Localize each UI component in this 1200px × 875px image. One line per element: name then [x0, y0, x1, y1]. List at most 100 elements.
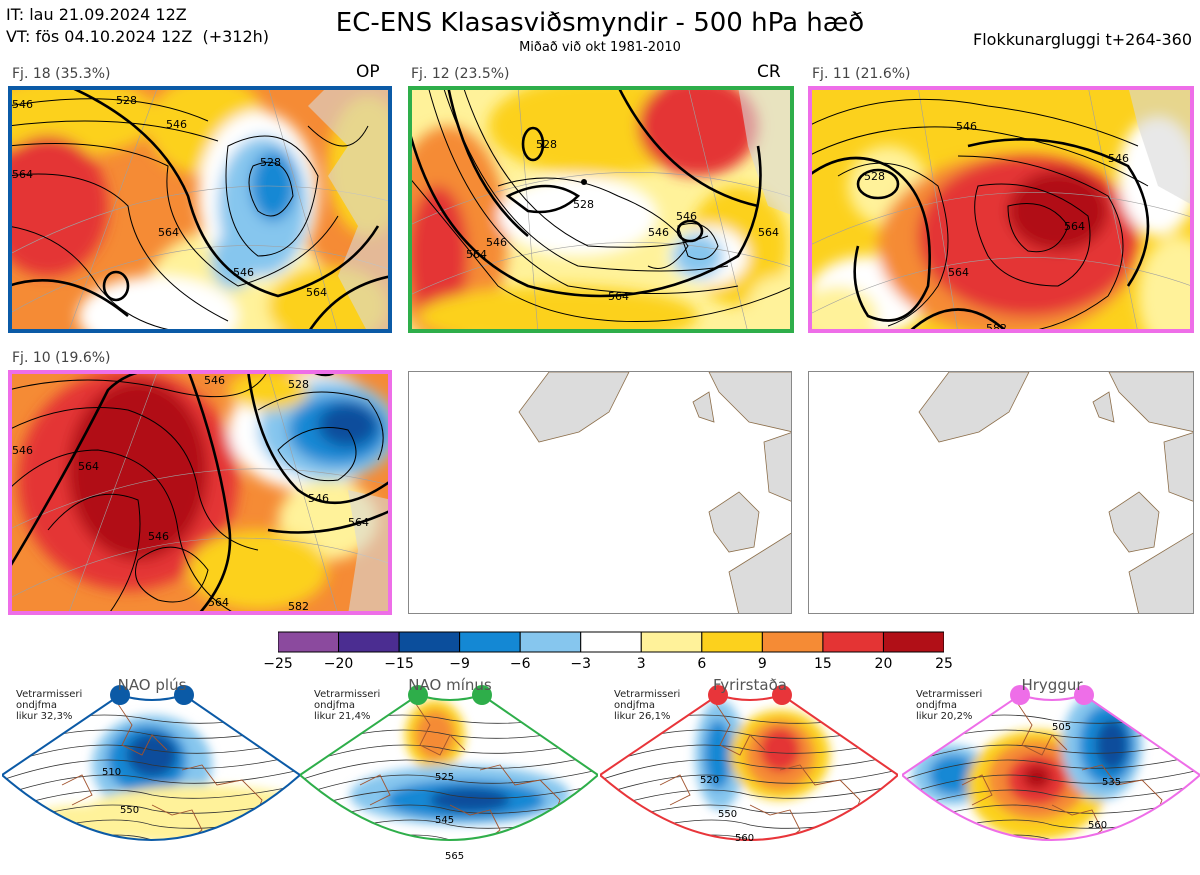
- regime-panel: 510 550: [0, 675, 302, 871]
- contour-label: 546: [148, 530, 169, 543]
- regime-marker-dot: [110, 685, 130, 705]
- regime-map: 525 545 565: [298, 685, 600, 862]
- contour-label: 564: [158, 226, 179, 239]
- contour-label: 546: [956, 120, 977, 133]
- contour-label: 546: [12, 98, 33, 111]
- regime-marker-dot: [1074, 685, 1094, 705]
- contour-label: 528: [864, 170, 885, 183]
- contour-label: 564: [608, 290, 629, 303]
- colorbar-tick-label: 15: [813, 656, 832, 672]
- init-time: IT: lau 21.09.2024 12Z: [6, 5, 187, 24]
- colorbar-tick-label: 3: [636, 656, 646, 672]
- regime-title: Fyrirstaða: [713, 676, 787, 694]
- colorbar-swatch: [761, 631, 824, 653]
- regime-contour-label: 525: [435, 772, 454, 783]
- regime-contour-label: 520: [700, 775, 719, 786]
- contour-label: 546: [166, 118, 187, 131]
- regime-marker-dot: [174, 685, 194, 705]
- colorbar-swatch: [580, 631, 642, 653]
- regime-marker-dot: [408, 685, 428, 705]
- contour-label: 564: [758, 226, 779, 239]
- regime-probability-note: Vetrarmisseri ondjfma likur 21,4%: [314, 689, 381, 722]
- regime-contour-label: 505: [1052, 722, 1071, 733]
- contour-label: 528: [288, 378, 309, 391]
- colorbar-tick-label: 20: [874, 656, 893, 672]
- regime-panel: 505 535 560: [900, 675, 1200, 871]
- empty-map-panel-5: [408, 371, 792, 614]
- regime-contour-label: 565: [445, 851, 464, 862]
- contour-label: 546: [204, 374, 225, 387]
- contour-label: 564: [348, 516, 369, 529]
- contour-label: 546: [676, 210, 697, 223]
- empty-map-panel-6: [808, 371, 1194, 614]
- anomaly-colorbar: [278, 631, 944, 653]
- contour-label: 564: [78, 460, 99, 473]
- cluster-map-panel-4[interactable]: 546 528 546 564 546 564 546 564 582: [8, 370, 392, 615]
- colorbar-tick-label: −9: [449, 656, 470, 672]
- colorbar-swatch: [519, 631, 582, 653]
- regime-contour-label: 560: [1088, 820, 1107, 831]
- panel-2-tag: CR: [757, 62, 781, 82]
- cluster-map-panel-3[interactable]: 528 546 546 564 564 582: [808, 86, 1194, 333]
- contour-label: 564: [1064, 220, 1085, 233]
- colorbar-tick-label: 6: [697, 656, 707, 672]
- regime-panel: 520 550 560: [598, 675, 900, 871]
- contour-label: 582: [288, 600, 309, 613]
- regime-map: 510 550: [0, 685, 302, 841]
- panel-1-tag: OP: [356, 62, 380, 82]
- contour-label: 564: [12, 168, 33, 181]
- contour-label: 564: [208, 596, 229, 609]
- contour-label: 546: [486, 236, 507, 249]
- colorbar-tick-label: 9: [757, 656, 767, 672]
- regime-title: Hryggur: [1021, 676, 1083, 694]
- contour-label: 528: [536, 138, 557, 151]
- regime-marker-dot: [708, 685, 728, 705]
- regime-probability-note: Vetrarmisseri ondjfma likur 32,3%: [16, 689, 83, 722]
- colorbar-swatch: [882, 631, 944, 653]
- contour-label: 546: [308, 492, 329, 505]
- colorbar-swatch: [640, 631, 703, 653]
- colorbar-swatch: [338, 631, 400, 653]
- colorbar-tick-label: 25: [935, 656, 953, 672]
- panel-3-label: Fj. 11 (21.6%): [812, 66, 911, 82]
- contour-label: 528: [573, 198, 594, 211]
- regime-contour-label: 560: [735, 833, 754, 844]
- panel-4-label: Fj. 10 (19.6%): [12, 350, 111, 366]
- colorbar-tick-label: −20: [323, 656, 354, 672]
- colorbar-swatch: [278, 631, 340, 653]
- regime-title: NAO mínus: [408, 676, 492, 694]
- colorbar-swatch: [459, 631, 521, 653]
- cluster-map-panel-2[interactable]: 528 528 546 546 564 546 564 564: [408, 86, 794, 333]
- regime-probability-note: Vetrarmisseri ondjfma likur 26,1%: [614, 689, 681, 722]
- classification-window: Flokkunargluggi t+264-360: [973, 30, 1192, 49]
- panel-1-label: Fj. 18 (35.3%): [12, 66, 111, 82]
- page-title: EC-ENS Klasasviðsmyndir - 500 hPa hæð: [335, 8, 865, 38]
- contour-label: 564: [948, 266, 969, 279]
- contour-label: 546: [1108, 152, 1129, 165]
- colorbar-swatch: [701, 631, 763, 653]
- regime-panel: 525 545 565: [298, 675, 600, 871]
- contour-label: 564: [466, 248, 487, 261]
- contour-label: 546: [233, 266, 254, 279]
- contour-label: 546: [648, 226, 669, 239]
- regime-map: 520 550 560: [598, 685, 900, 844]
- colorbar-tick-label: −25: [263, 656, 293, 672]
- contour-label: 528: [260, 156, 281, 169]
- regime-marker-dot: [772, 685, 792, 705]
- page-subtitle: Miðað við okt 1981-2010: [519, 40, 681, 55]
- regime-contour-label: 510: [102, 767, 121, 778]
- regime-map: 505 535 560: [900, 685, 1200, 841]
- colorbar-tick-label: −15: [384, 656, 414, 672]
- regime-marker-dot: [472, 685, 492, 705]
- contour-label: 528: [116, 94, 137, 107]
- colorbar-tick-label: −3: [570, 656, 592, 672]
- colorbar-swatch: [398, 631, 461, 653]
- contour-label: 546: [12, 444, 33, 457]
- contour-label: 582: [986, 322, 1007, 333]
- colorbar-swatch: [822, 631, 884, 653]
- panel-2-label: Fj. 12 (23.5%): [411, 66, 510, 82]
- regime-contour-label: 550: [120, 805, 139, 816]
- regime-contour-label: 550: [718, 809, 737, 820]
- regime-probability-note: Vetrarmisseri ondjfma likur 20,2%: [916, 689, 983, 722]
- cluster-map-panel-1[interactable]: 528 546 546 564 564 546 528 564: [8, 86, 392, 333]
